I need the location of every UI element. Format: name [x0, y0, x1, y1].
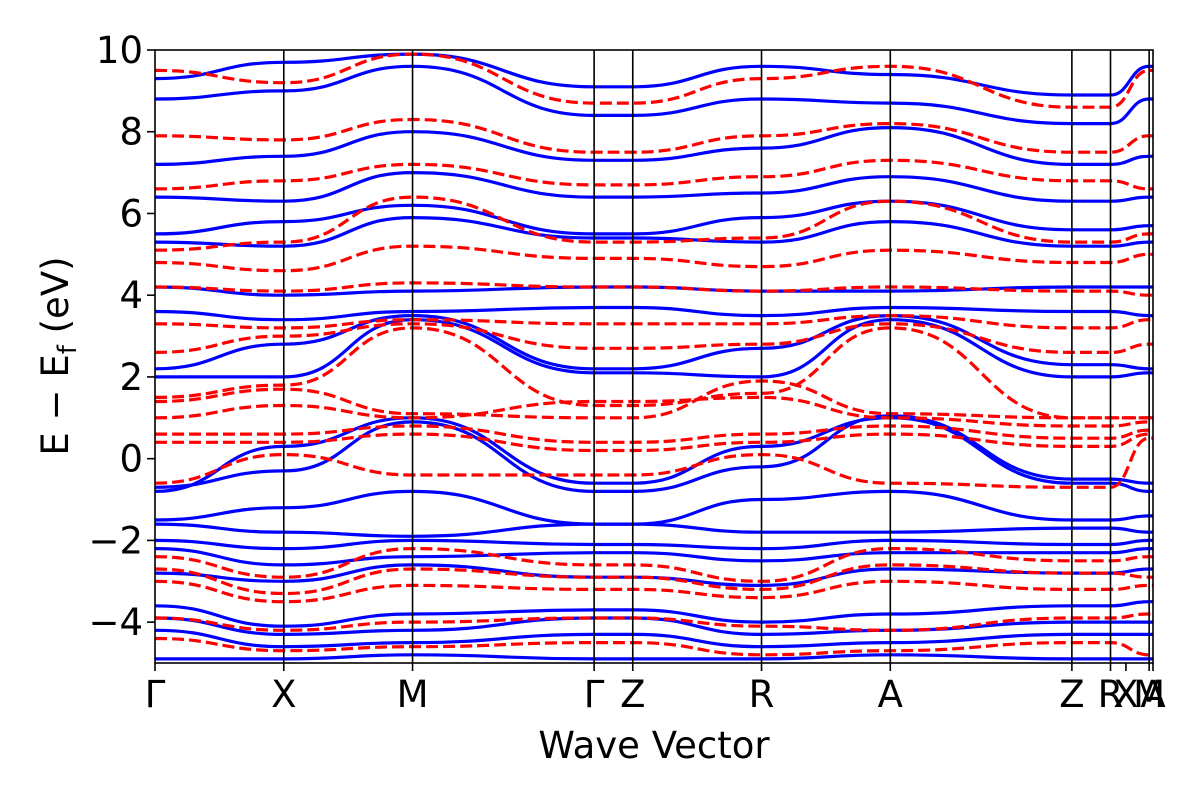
band-line-20	[155, 52, 1153, 97]
x-tick-label-11: A	[1140, 673, 1165, 716]
band-line-9	[155, 628, 1153, 649]
band-line-17	[155, 170, 1153, 203]
y-tick-label: −2	[88, 519, 143, 562]
band-line-3	[155, 522, 1153, 538]
band-line-0	[155, 416, 1153, 493]
y-axis-label: E − Ef (eV)	[34, 256, 83, 455]
band-line-38	[155, 612, 1153, 632]
band-line-21	[155, 379, 1153, 420]
band-line-4	[155, 538, 1153, 551]
band-line-24	[155, 432, 1153, 453]
band-line-30	[155, 244, 1153, 273]
x-tick-label-10: M	[1133, 673, 1165, 716]
y-tick-label: 6	[119, 192, 143, 235]
band-line-25	[155, 436, 1153, 489]
y-tick-label: 8	[119, 111, 143, 154]
x-tick-label-7: Z	[1059, 673, 1084, 716]
y-axis-label-main: E − E	[34, 354, 77, 455]
x-tick-label-3: Γ	[584, 673, 605, 716]
band-line-29	[155, 281, 1153, 297]
x-tick-label-8: R	[1098, 673, 1124, 716]
y-tick-label: 2	[119, 356, 143, 399]
y-axis-label-unit: (eV)	[34, 256, 77, 345]
band-line-7	[155, 600, 1153, 628]
band-line-28	[155, 313, 1153, 330]
x-tick-label-1: X	[271, 673, 296, 716]
x-tick-label-6: A	[878, 673, 903, 716]
band-line-26	[155, 326, 1153, 420]
band-line-35	[155, 546, 1153, 583]
band-line-15	[155, 215, 1153, 248]
x-tick-label-0: Γ	[145, 673, 166, 716]
band-line-31	[155, 195, 1153, 252]
band-line-19	[155, 64, 1153, 126]
plot-frame	[154, 49, 1154, 664]
y-axis-ticks: −4 −2 0 2 4 6 8 10	[88, 29, 155, 644]
band-line-11	[155, 318, 1153, 379]
x-tick-label-4: Z	[620, 673, 645, 716]
band-line-18	[155, 125, 1153, 167]
high-symmetry-lines	[282, 50, 1150, 663]
x-tick-label-5: R	[749, 673, 775, 716]
band-line-36	[155, 563, 1153, 596]
band-line-33	[155, 117, 1153, 154]
band-line-23	[155, 424, 1153, 444]
band-line-13	[155, 305, 1153, 322]
band-line-8	[155, 616, 1153, 637]
y-tick-label: 10	[96, 29, 143, 72]
band-line-2	[155, 489, 1153, 526]
band-line-10	[155, 653, 1153, 661]
band-line-27	[155, 322, 1153, 354]
band-line-32	[155, 158, 1153, 191]
y-tick-label: 0	[119, 438, 143, 481]
series-layer	[155, 52, 1153, 661]
band-line-5	[155, 546, 1153, 567]
band-line-37	[155, 579, 1153, 604]
band-line-1	[155, 414, 1153, 493]
band-line-22	[155, 395, 1153, 428]
y-tick-label: −4	[88, 601, 143, 644]
y-tick-label: 4	[119, 274, 143, 317]
x-tick-label-9: X	[1113, 673, 1138, 716]
x-tick-label-2: M	[397, 673, 429, 716]
band-line-39	[155, 636, 1153, 657]
band-line-16	[155, 199, 1153, 236]
band-line-34	[155, 52, 1153, 109]
y-axis-label-subscript: f	[53, 344, 83, 354]
x-axis-label: Wave Vector	[538, 724, 770, 767]
